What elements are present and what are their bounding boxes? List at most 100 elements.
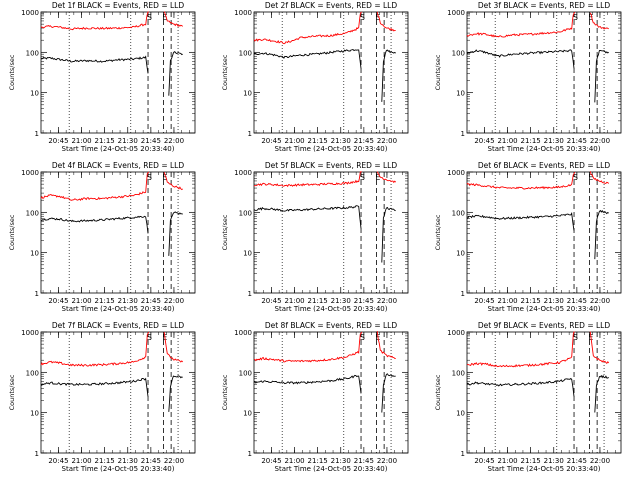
- y-tick-label: 1000: [234, 9, 252, 17]
- x-tick-label: 21:30: [118, 297, 138, 305]
- x-tick-label: 21:15: [95, 297, 115, 305]
- x-tick-label: 21:00: [284, 457, 304, 465]
- start-marker: S: [147, 13, 152, 22]
- events-rate-line: [594, 209, 609, 260]
- y-tick-label: 100: [26, 49, 39, 57]
- events-rate-line: [466, 377, 575, 397]
- y-tick-label: 10: [30, 410, 39, 418]
- y-tick-label: 10: [243, 90, 252, 98]
- end-marker: E: [162, 13, 167, 22]
- y-tick-label: 1000: [234, 169, 252, 177]
- y-tick-label: 1000: [21, 9, 39, 17]
- start-marker: S: [573, 173, 578, 182]
- x-tick-label: 21:15: [308, 457, 328, 465]
- x-tick-label: 22:00: [377, 137, 397, 145]
- panel-title: Det 7f BLACK = Events, RED = LLD: [52, 321, 185, 330]
- x-tick-label: 21:30: [544, 137, 564, 145]
- lld-rate-line: [253, 171, 362, 188]
- y-tick-label: 1: [35, 130, 39, 138]
- x-tick-label: 21:45: [141, 457, 161, 465]
- y-tick-label: 1000: [447, 169, 465, 177]
- plot-frame: [253, 171, 409, 294]
- lld-rate-line: [40, 171, 150, 201]
- x-axis-label: Start Time (24-Oct-05 20:33:40): [488, 145, 601, 153]
- start-marker: S: [573, 333, 578, 342]
- x-tick-label: 21:45: [567, 137, 587, 145]
- events-rate-line: [253, 205, 362, 229]
- events-rate-line: [594, 374, 609, 413]
- end-marker: E: [588, 13, 593, 22]
- events-rate-line: [168, 51, 183, 96]
- x-tick-label: 21:00: [497, 297, 517, 305]
- x-tick-label: 20:45: [474, 297, 494, 305]
- x-axis-label: Start Time (24-Oct-05 20:33:40): [488, 305, 601, 313]
- events-rate-line: [381, 373, 396, 413]
- y-tick-label: 100: [452, 209, 465, 217]
- x-tick-label: 21:15: [521, 137, 541, 145]
- detector-panel: Det 9f BLACK = Events, RED = LLD 1000 100 1…: [434, 321, 622, 473]
- y-tick-label: 10: [456, 90, 465, 98]
- y-tick-label: 1000: [447, 329, 465, 337]
- end-marker: E: [375, 173, 380, 182]
- start-marker: S: [360, 333, 365, 342]
- plot-frame: [40, 171, 196, 294]
- start-marker: S: [573, 13, 578, 22]
- y-tick-label: 100: [239, 49, 252, 57]
- detector-panel: Det 7f BLACK = Events, RED = LLD 1000 100 1…: [8, 321, 196, 473]
- y-axis-label: Counts/sec: [8, 214, 16, 250]
- y-tick-label: 100: [239, 369, 252, 377]
- x-tick-label: 21:00: [497, 137, 517, 145]
- y-tick-label: 1: [35, 450, 39, 458]
- y-tick-label: 10: [456, 410, 465, 418]
- events-rate-line: [168, 375, 183, 412]
- x-tick-label: 21:45: [354, 137, 374, 145]
- x-tick-label: 21:30: [544, 457, 564, 465]
- y-tick-label: 1000: [21, 169, 39, 177]
- lld-rate-line: [163, 332, 184, 363]
- x-axis-label: Start Time (24-Oct-05 20:33:40): [62, 465, 175, 473]
- detector-panel: Det 2f BLACK = Events, RED = LLD 1000 100 1…: [221, 1, 409, 153]
- lld-rate-line: [589, 12, 609, 30]
- y-axis-label: Counts/sec: [221, 54, 229, 90]
- events-rate-line: [594, 49, 609, 103]
- lld-rate-line: [253, 331, 363, 363]
- end-marker: E: [588, 173, 593, 182]
- x-tick-label: 20:45: [474, 137, 494, 145]
- x-tick-label: 22:00: [590, 457, 610, 465]
- start-marker: S: [147, 333, 152, 342]
- x-tick-label: 21:30: [331, 457, 351, 465]
- plot-frame: [40, 331, 196, 454]
- x-tick-label: 21:30: [118, 137, 138, 145]
- events-rate-line: [168, 211, 183, 256]
- y-tick-label: 100: [26, 369, 39, 377]
- lld-rate-line: [40, 331, 150, 367]
- x-tick-label: 21:45: [354, 297, 374, 305]
- events-rate-line: [253, 374, 362, 394]
- x-tick-label: 21:30: [331, 297, 351, 305]
- x-tick-label: 21:45: [567, 297, 587, 305]
- events-rate-line: [253, 48, 362, 69]
- y-tick-label: 1: [248, 290, 252, 298]
- lld-rate-line: [466, 331, 575, 368]
- lld-rate-line: [466, 171, 576, 190]
- x-tick-label: 21:30: [331, 137, 351, 145]
- lld-rate-line: [589, 171, 609, 184]
- lld-rate-line: [376, 11, 396, 32]
- x-tick-label: 22:00: [164, 137, 184, 145]
- x-tick-label: 21:45: [141, 137, 161, 145]
- y-tick-label: 1: [461, 450, 465, 458]
- y-tick-label: 1000: [447, 9, 465, 17]
- x-tick-label: 21:15: [521, 457, 541, 465]
- panel-title: Det 3f BLACK = Events, RED = LLD: [478, 1, 611, 10]
- plot-frame: [40, 11, 196, 134]
- lld-rate-line: [40, 11, 149, 31]
- y-tick-label: 100: [26, 209, 39, 217]
- plot-frame: [466, 11, 622, 134]
- x-tick-label: 21:15: [95, 457, 115, 465]
- start-marker: S: [360, 13, 365, 22]
- y-tick-label: 1: [461, 290, 465, 298]
- x-tick-label: 21:45: [354, 457, 374, 465]
- events-rate-line: [40, 55, 149, 74]
- lld-rate-line: [376, 331, 396, 359]
